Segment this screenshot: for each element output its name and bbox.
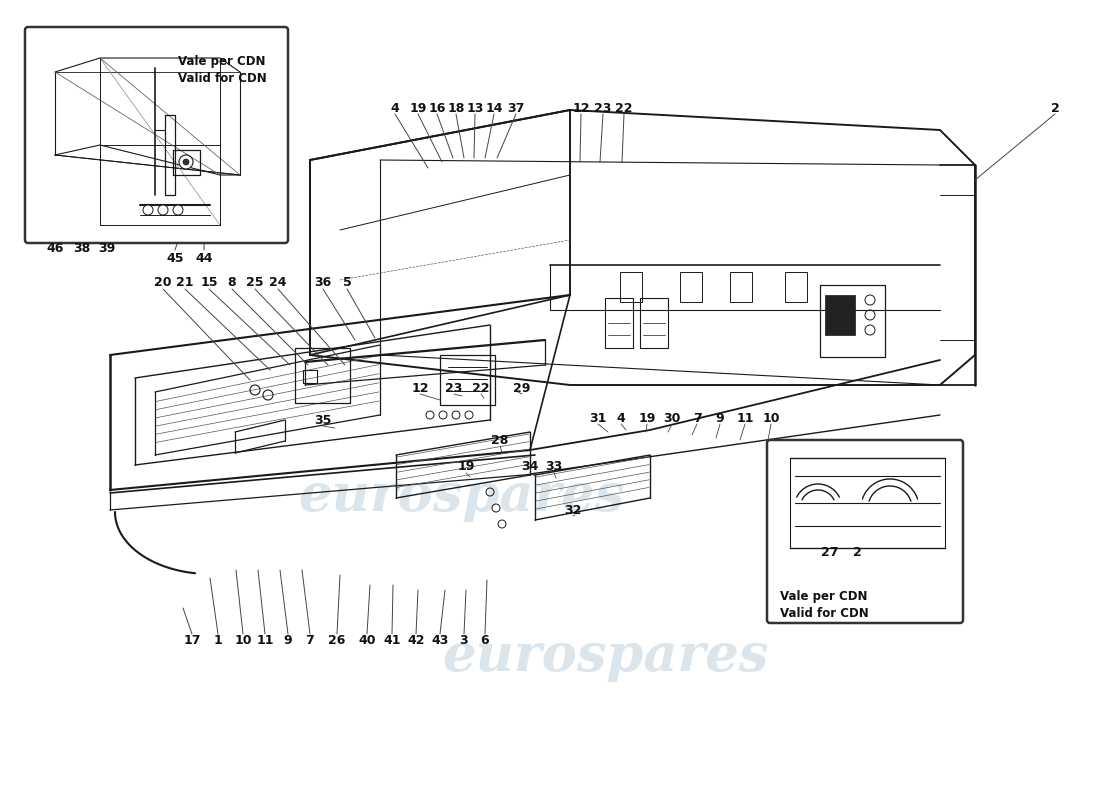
Text: 20: 20 <box>154 277 172 290</box>
Text: 36: 36 <box>315 277 331 290</box>
Text: 42: 42 <box>407 634 425 646</box>
Text: 7: 7 <box>306 634 315 646</box>
Text: 4: 4 <box>390 102 399 114</box>
Text: 26: 26 <box>328 634 345 646</box>
Circle shape <box>183 159 189 165</box>
Text: 33: 33 <box>546 461 562 474</box>
FancyBboxPatch shape <box>25 27 288 243</box>
Text: 28: 28 <box>492 434 508 446</box>
Text: 41: 41 <box>383 634 400 646</box>
Text: 34: 34 <box>521 461 539 474</box>
Text: 2: 2 <box>1050 102 1059 114</box>
FancyBboxPatch shape <box>767 440 962 623</box>
Text: 17: 17 <box>184 634 200 646</box>
Text: 19: 19 <box>409 102 427 114</box>
Text: 13: 13 <box>466 102 484 114</box>
Text: 9: 9 <box>284 634 293 646</box>
Text: 4: 4 <box>617 411 626 425</box>
Text: 7: 7 <box>693 411 702 425</box>
Text: 37: 37 <box>507 102 525 114</box>
Text: eurospares: eurospares <box>299 470 625 522</box>
Text: 11: 11 <box>736 411 754 425</box>
Circle shape <box>179 155 192 169</box>
Text: 38: 38 <box>74 242 90 254</box>
Text: 29: 29 <box>514 382 530 394</box>
Text: 40: 40 <box>359 634 376 646</box>
Text: 9: 9 <box>716 411 724 425</box>
Text: 2: 2 <box>852 546 861 558</box>
Text: 10: 10 <box>234 634 252 646</box>
Text: 6: 6 <box>481 634 490 646</box>
Text: 15: 15 <box>200 277 218 290</box>
Text: 8: 8 <box>228 277 236 290</box>
Text: 23: 23 <box>446 382 463 394</box>
Text: 16: 16 <box>428 102 446 114</box>
Text: 32: 32 <box>564 503 582 517</box>
Text: 44: 44 <box>196 251 212 265</box>
Text: 27: 27 <box>822 546 838 558</box>
Circle shape <box>143 205 153 215</box>
Text: 43: 43 <box>431 634 449 646</box>
Text: 19: 19 <box>458 461 475 474</box>
Text: 18: 18 <box>448 102 464 114</box>
Text: 5: 5 <box>342 277 351 290</box>
Text: eurospares: eurospares <box>442 630 768 682</box>
Text: 31: 31 <box>590 411 607 425</box>
Text: 25: 25 <box>246 277 264 290</box>
Text: 3: 3 <box>460 634 469 646</box>
Text: 45: 45 <box>166 251 184 265</box>
Text: Vale per CDN
Valid for CDN: Vale per CDN Valid for CDN <box>780 590 869 620</box>
Text: 30: 30 <box>663 411 681 425</box>
Text: 12: 12 <box>411 382 429 394</box>
Text: 19: 19 <box>638 411 656 425</box>
Text: 22: 22 <box>615 102 632 114</box>
Text: 21: 21 <box>176 277 194 290</box>
Text: 46: 46 <box>46 242 64 254</box>
Text: 22: 22 <box>472 382 490 394</box>
Text: 10: 10 <box>762 411 780 425</box>
Text: 14: 14 <box>485 102 503 114</box>
Text: 11: 11 <box>256 634 274 646</box>
Text: 12: 12 <box>572 102 590 114</box>
Polygon shape <box>825 295 855 335</box>
Text: 39: 39 <box>98 242 116 254</box>
Circle shape <box>173 205 183 215</box>
Text: 23: 23 <box>594 102 612 114</box>
Text: 24: 24 <box>270 277 287 290</box>
Text: 35: 35 <box>315 414 332 426</box>
Text: 1: 1 <box>213 634 222 646</box>
Text: Vale per CDN
Valid for CDN: Vale per CDN Valid for CDN <box>178 55 266 85</box>
Circle shape <box>158 205 168 215</box>
